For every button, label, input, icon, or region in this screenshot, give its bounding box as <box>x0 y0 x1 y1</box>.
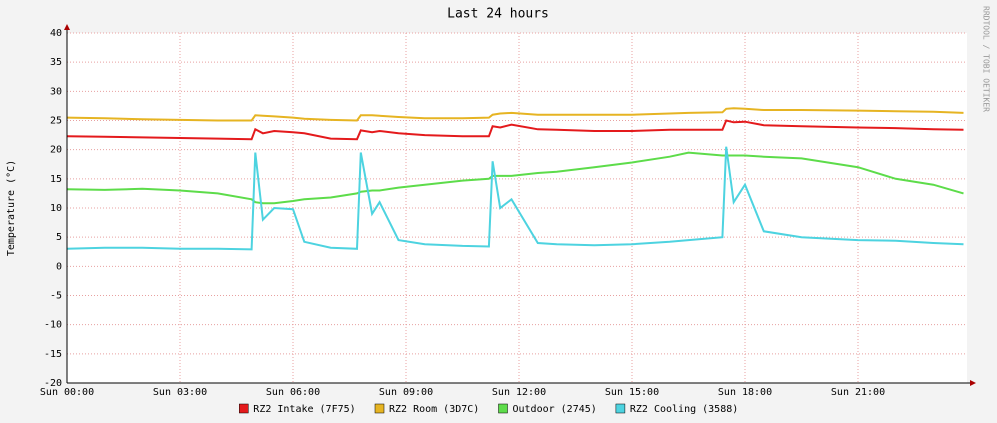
series-line <box>66 151 964 205</box>
lines <box>66 107 964 251</box>
y-tick-label: 15 <box>50 174 62 185</box>
series-line <box>66 146 964 251</box>
y-tick-label: -5 <box>50 291 62 302</box>
y-tick-label: 20 <box>50 145 62 156</box>
series-line <box>66 107 964 122</box>
y-tick-label: 0 <box>56 261 62 272</box>
legend-swatch <box>498 403 508 414</box>
y-tick-label: 30 <box>50 86 62 97</box>
legend-swatch <box>239 403 249 414</box>
x-tick-label: Sun 15:00 <box>605 387 659 398</box>
x-tick-label: Sun 18:00 <box>718 387 772 398</box>
legend-swatch <box>615 403 626 414</box>
x-tick-label: Sun 09:00 <box>379 387 433 398</box>
y-tick-label: -20 <box>44 378 62 389</box>
x-tick-label: Sun 12:00 <box>492 387 546 398</box>
x-arrow <box>970 380 976 386</box>
x-tick-label: Sun 03:00 <box>153 387 207 398</box>
y-tick-label: -15 <box>44 349 62 360</box>
grid <box>66 32 967 384</box>
legend-label: RZ2 Room (3D7C) <box>389 404 479 415</box>
y-tick-label: 10 <box>50 203 62 214</box>
series-line <box>66 119 964 141</box>
legend: RZ2 Intake (7F75) RZ2 Room (3D7C) Outdoor … <box>239 403 738 415</box>
y-tick-label: 35 <box>50 57 62 68</box>
x-tick-label: Sun 21:00 <box>831 387 885 398</box>
y-arrow <box>64 24 70 30</box>
y-tick-label: -10 <box>44 320 62 331</box>
y-tick-label: 40 <box>50 28 62 39</box>
legend-label: RZ2 Intake (7F75) <box>253 404 355 415</box>
axes <box>64 24 976 386</box>
legend-label: RZ2 Cooling (3588) <box>630 404 738 415</box>
y-tick-label: 25 <box>50 116 62 127</box>
y-axis-label: Temperature (°C) <box>6 160 17 256</box>
chart-title: Last 24 hours <box>447 7 549 22</box>
side-label: RRDTOOL / TOBI OETIKER <box>982 6 991 112</box>
x-tick-label: Sun 06:00 <box>266 387 320 398</box>
legend-swatch <box>374 403 385 414</box>
y-tick-label: 5 <box>56 232 62 243</box>
x-tick-label: Sun 00:00 <box>40 387 94 398</box>
legend-label: Outdoor (2745) <box>513 404 597 415</box>
